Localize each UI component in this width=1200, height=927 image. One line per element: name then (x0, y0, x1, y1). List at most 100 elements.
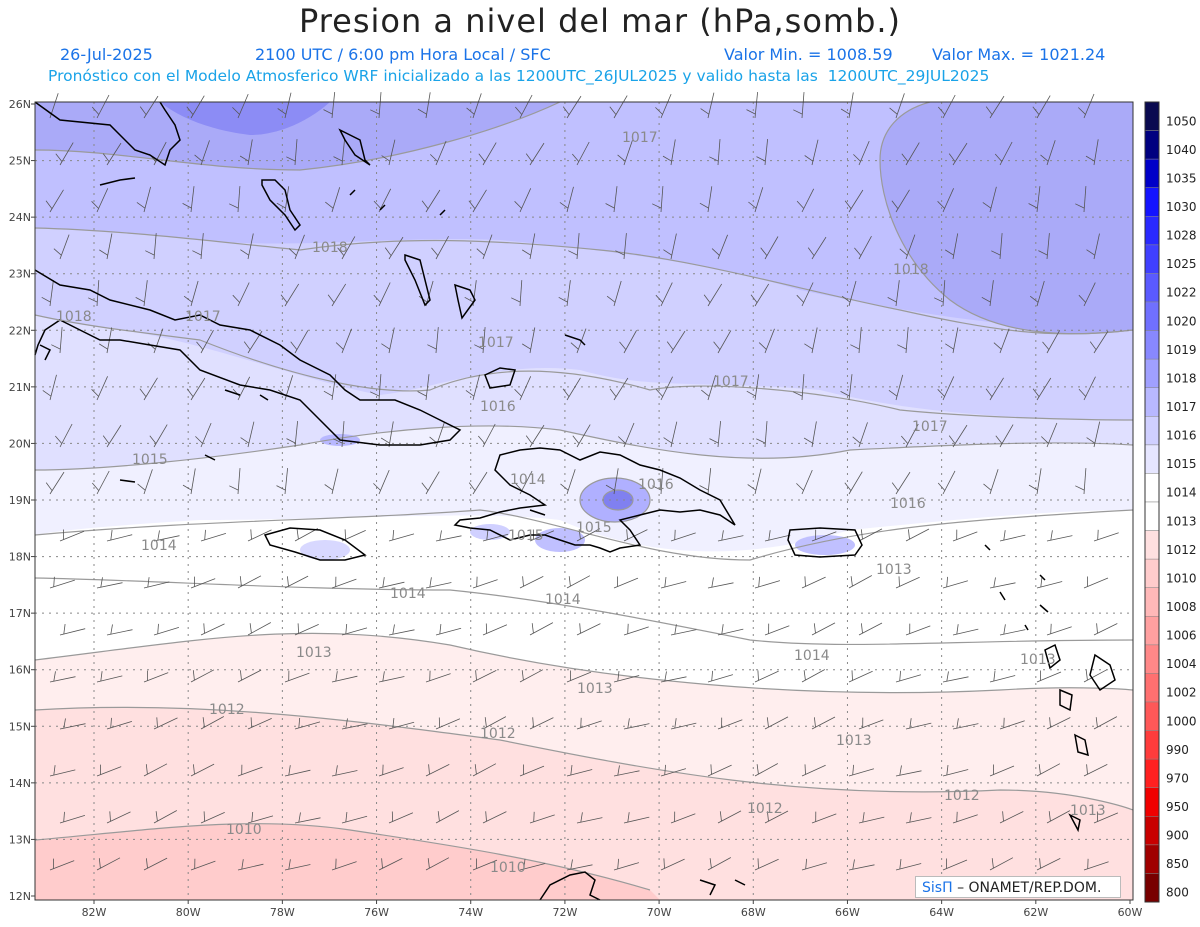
wind-barb (247, 529, 272, 542)
wind-barb-flag (474, 344, 484, 350)
wind-barb-flag (1042, 341, 1050, 350)
wind-barb-flag (155, 811, 158, 822)
wind-barb-flag (993, 342, 1002, 350)
wind-barb-flag (323, 390, 333, 397)
wind-barb-flag (663, 437, 673, 444)
wind-barb (717, 628, 744, 636)
wind-barb (435, 236, 449, 260)
wind-barb-flag (1049, 717, 1051, 728)
wind-barb (237, 93, 249, 119)
wind-barb-flag (580, 717, 582, 728)
legend-swatch (1144, 873, 1160, 903)
wind-barb (1093, 139, 1099, 166)
legend-swatch (1144, 387, 1160, 417)
wind-barb (1046, 140, 1056, 166)
wind-barb-flag (945, 343, 954, 350)
lat-label: 22N (9, 324, 31, 337)
wind-barb-flag (568, 250, 578, 256)
wind-barb (858, 140, 870, 166)
wind-barb-flag (627, 718, 630, 729)
wind-barb-flag (195, 436, 203, 444)
date-label: 26-Jul-2025 (60, 45, 153, 64)
wind-barb (670, 532, 696, 542)
wind-barb-flag (1032, 388, 1040, 397)
legend-swatch (1144, 244, 1160, 274)
wind-barb (613, 862, 640, 871)
lon-label: 80W (176, 906, 201, 919)
wind-barb (764, 625, 790, 636)
wind-barb-flag (899, 670, 901, 681)
wind-barb (613, 280, 622, 307)
wind-barb (294, 234, 305, 260)
wind-barb-flag (421, 200, 429, 209)
wind-barb-flag (145, 764, 148, 775)
lat-lon-grid (35, 102, 1133, 900)
wind-barb-flag (562, 106, 570, 115)
wind-barb-flag (993, 577, 996, 588)
wind-barb (999, 811, 1024, 824)
wind-barb-flag (63, 718, 66, 729)
legend-swatch (1144, 130, 1160, 160)
wind-barb (613, 770, 640, 777)
wind-barb-flag (804, 764, 806, 775)
max-value-label: Valor Max. = 1021.24 (932, 45, 1106, 64)
legend-level: 970 (1166, 771, 1189, 785)
wind-barb-flag (42, 390, 52, 397)
wind-barb-flag (196, 341, 204, 350)
wind-barb-flag (899, 765, 902, 776)
wind-barb (106, 721, 133, 730)
wind-barb-flag (427, 858, 430, 869)
wind-barb-flag (186, 106, 194, 115)
contour-label: 1012 (747, 801, 783, 817)
legend-swatch (1144, 587, 1160, 617)
wind-barb-flag (465, 390, 475, 397)
wind-barb (952, 723, 979, 730)
wind-barb-flag (192, 670, 195, 681)
wind-barb-flag (578, 529, 581, 540)
wind-barb-flag (793, 391, 803, 397)
wind-barb-flag (571, 153, 580, 162)
wind-barb-flag (995, 435, 1003, 444)
wind-barb (519, 765, 545, 777)
contour-label: 1016 (480, 399, 516, 415)
wind-barb-flag (852, 859, 855, 870)
wind-barb-flag (948, 435, 956, 444)
wind-barb-flag (345, 623, 348, 634)
contour-labels: 1017 1018 1018 1018 1017 1017 1017 1016 1017 1015… (56, 130, 1106, 876)
wind-barb (942, 859, 968, 871)
wind-barb-flag (241, 859, 244, 870)
wind-barb-flag (474, 764, 477, 775)
legend-level: 1013 (1166, 514, 1197, 528)
wind-barb-flag (559, 202, 569, 209)
wind-barb (1046, 810, 1071, 824)
wind-barb (425, 857, 450, 871)
legend-swatch (1144, 330, 1160, 360)
wind-barb (670, 139, 676, 166)
wind-barb-flag (203, 623, 205, 634)
wind-barb (952, 327, 959, 354)
wind-barb (435, 810, 460, 824)
wind-barb (623, 529, 648, 542)
plot-border (34, 101, 1134, 901)
wind-barb (952, 233, 959, 260)
wind-barb-flag (1002, 811, 1004, 822)
wind-barb-flag (475, 670, 477, 681)
wind-barb-flag (747, 484, 757, 491)
wind-barb-flag (663, 249, 673, 256)
wind-barb-flag (1039, 858, 1041, 869)
wind-barb-flag (804, 576, 806, 587)
wind-barb-flag (662, 155, 672, 162)
wind-barb (660, 376, 673, 401)
wind-barb (754, 468, 762, 495)
wind-barb-flag (1028, 203, 1038, 209)
wind-barb-flag (51, 344, 61, 350)
wind-barb-flag (183, 295, 193, 303)
wind-barb-flag (1086, 437, 1096, 444)
contour-label: 1018 (312, 240, 348, 256)
wind-barb (707, 582, 734, 589)
wind-barb-flag (136, 202, 146, 209)
wind-barb-flag (814, 717, 816, 728)
wind-barb (106, 629, 133, 636)
wind-barb-flag (609, 106, 617, 115)
legend-swatch (1144, 216, 1160, 246)
